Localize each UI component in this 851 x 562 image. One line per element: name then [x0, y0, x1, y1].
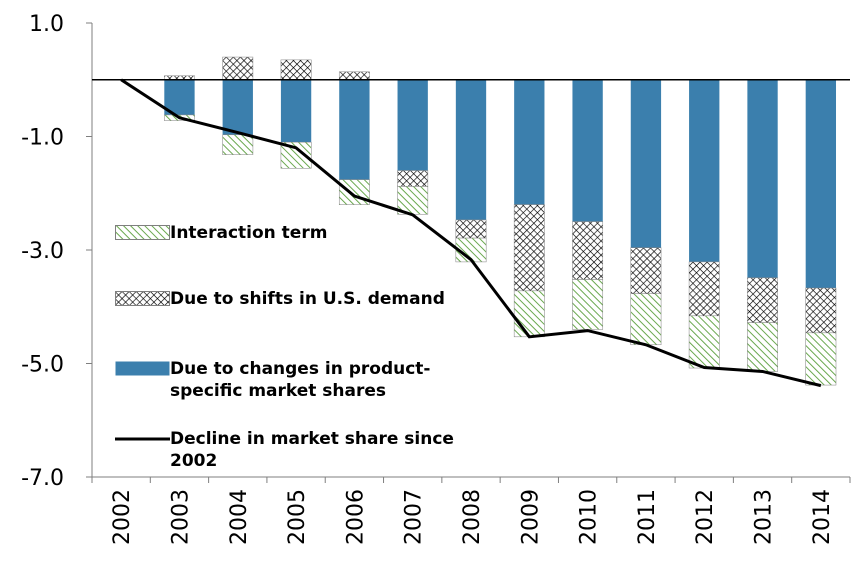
bar-segment [630, 247, 662, 294]
bar-segment [513, 204, 545, 292]
x-tick-label: 2005 [285, 489, 310, 545]
x-tick-label: 2010 [577, 489, 602, 545]
bar-segment [397, 170, 429, 187]
bar-segment [689, 79, 720, 262]
swatch-rect [115, 361, 170, 376]
bar-segment [805, 332, 837, 386]
bar-segment [338, 71, 370, 80]
y-tick-label: -5.0 [21, 353, 64, 378]
legend-label: Decline in market share since 2002 [170, 429, 454, 471]
legend-label: Due to shifts in U.S. demand [170, 289, 445, 309]
swatch-rect [115, 225, 170, 240]
legend-label: Due to changes in product-specific marke… [170, 359, 431, 401]
bar-segment [747, 322, 778, 372]
y-tick-label: 1.0 [29, 12, 64, 37]
line-series [120, 78, 822, 388]
y-tick-label: -3.0 [21, 239, 64, 264]
swatch-graphic [115, 437, 170, 441]
x-tick-label: 2008 [460, 489, 485, 545]
x-tick-label: 2011 [635, 489, 660, 545]
bar-segment [747, 79, 778, 278]
x-tick-label: 2006 [343, 489, 368, 545]
swatch-graphic [115, 361, 170, 376]
bar-segment [455, 79, 487, 220]
bar-segment [688, 261, 720, 317]
swatch-rect [115, 291, 170, 306]
bar-segment [747, 277, 778, 323]
bar-segment [630, 79, 662, 248]
y-tick-label: -1.0 [21, 126, 64, 151]
legend-item: Interaction term [115, 222, 515, 244]
bar-segment [222, 134, 254, 155]
bar-segment [572, 221, 604, 280]
bar-segment [222, 56, 254, 80]
x-tick-label: 2003 [168, 489, 193, 545]
legend-item: Due to changes in product-specific marke… [115, 358, 515, 402]
legend-swatch [115, 431, 170, 446]
bar-segment [572, 279, 604, 330]
y-tick-label: -7.0 [21, 466, 64, 491]
bar-segment [280, 79, 312, 143]
bar-segment [805, 287, 837, 334]
bar-segment [280, 59, 312, 80]
swatch-graphic [115, 291, 170, 306]
legend-item: Due to shifts in U.S. demand [115, 288, 515, 310]
x-tick-label: 2004 [227, 489, 252, 545]
legend-label: Interaction term [170, 223, 328, 243]
x-tick-label: 2012 [693, 489, 718, 545]
legend-swatch [115, 291, 170, 306]
x-tick-label: 2007 [402, 489, 427, 545]
bar-segment [805, 79, 837, 289]
bar-segment [688, 315, 720, 369]
x-tick-label: 2002 [110, 489, 135, 545]
bar-segment [630, 293, 662, 346]
x-tick-label: 2009 [518, 489, 543, 545]
swatch-graphic [115, 225, 170, 240]
x-tick-label: 2014 [810, 489, 835, 545]
bar-segment [572, 79, 603, 222]
legend-item: Decline in market share since 2002 [115, 428, 515, 472]
bar-segment [222, 79, 253, 135]
legend-swatch [115, 361, 170, 376]
bar-segment [397, 186, 429, 215]
x-tick-label: 2013 [752, 489, 777, 545]
bar-segment [339, 79, 370, 180]
bar-segment [164, 79, 195, 115]
bar-segment [397, 79, 428, 171]
bar-segment [514, 79, 545, 205]
bar-segment [513, 290, 545, 338]
legend-swatch [115, 225, 170, 240]
